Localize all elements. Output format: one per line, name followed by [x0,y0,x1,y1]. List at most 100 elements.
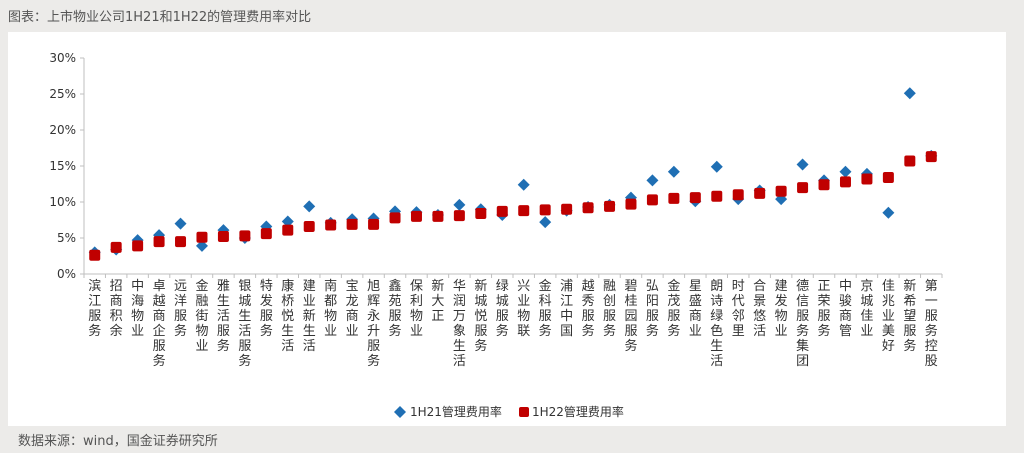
x-category-label-char: 活 [453,354,466,369]
series-1h22-point [453,210,465,222]
x-category-label-char: 务 [238,353,251,369]
chart: 0%5%10%15%20%25%30%滨江服务招商积余中海物业卓越商企服务远洋服… [49,51,943,419]
x-category-label-char: 兆 [882,294,895,309]
x-category-label-char: 越 [582,279,595,294]
x-category-label-char: 务 [389,323,402,339]
x-category-label-char: 京 [860,279,873,294]
x-category-label-char: 活 [281,339,294,354]
x-category-label-char: 物 [410,309,423,324]
series-1h22-point [432,210,444,222]
x-category-label-char: 浦 [560,279,573,294]
x-category-label-char: 服 [474,324,487,339]
x-category-label-char: 务 [174,323,187,339]
chart-panel: 0% 5% 10% 15% 20% 25% 30% 滨江服务招商积余中海物业卓越商企服务远洋服… [8,32,1006,426]
x-category-label-char: 升 [367,324,380,339]
series-1h22-point [797,182,809,194]
x-category-label-char: 望 [903,308,916,324]
x-category-label-char: 卓 [153,279,166,294]
x-category-label-char: 越 [153,294,166,309]
x-category-label-char: 融 [195,294,208,309]
series-1h21-point [646,174,659,187]
x-category-label-char: 万 [453,309,466,324]
x-category-label-char: 服 [903,324,916,339]
x-category-label-char: 绿 [496,279,509,294]
series-1h22-point [132,240,144,252]
x-category-label-char: 建 [303,279,316,294]
x-category-label-char: 中 [839,279,852,294]
x-category-label-char: 时 [732,279,745,294]
x-category-label-char: 服 [582,309,595,324]
legend-1h22-label: 1H22管理费用率 [532,404,624,419]
source-note: 数据来源：wind，国金证券研究所 [18,434,218,449]
x-category-label-char: 银 [238,279,251,294]
x-category-label-char: 兴 [517,279,530,294]
series-1h22-point [604,200,616,212]
series-1h22-point [239,230,251,242]
series-1h22-point [389,212,401,224]
series-1h22-point [282,224,294,236]
x-category-label-char: 南 [324,278,337,294]
x-category-label-char: 服 [667,309,680,324]
x-category-label-char: 服 [603,309,616,324]
series-1h22-point [196,231,208,243]
x-category-label-char: 发 [775,293,788,309]
x-category-label-char: 生 [281,324,294,339]
x-category-label-char: 业 [303,294,316,309]
x-category-label-char: 务 [217,338,230,354]
x-category-label-char: 业 [882,309,895,324]
series-1h22-point [539,204,551,216]
series-1h22-point [89,249,101,261]
x-category-label-char: 园 [624,309,637,324]
series-1h22-point [518,205,530,217]
x-category-label-char: 大 [431,294,444,309]
series-1h22-point [839,176,851,188]
x-category-label-char: 活 [710,354,723,369]
series-1h21-point [903,87,916,100]
x-category-label-char: 服 [217,324,230,339]
x-category-label-char: 活 [238,324,251,339]
series-1h22-point [582,202,594,214]
x-category-label-char: 利 [410,294,423,309]
x-category-label-char: 商 [689,309,702,324]
x-category-label-char: 润 [453,294,466,309]
x-category-label-char: 邻 [732,309,745,324]
x-category-label-char: 国 [560,324,573,339]
x-category-label-char: 景 [753,294,766,309]
x-category-label-char: 新 [431,278,444,294]
x-category-label-char: 服 [367,339,380,354]
x-category-label-char: 务 [88,323,101,339]
x-category-label-char: 康 [281,278,294,294]
x-category-label-char: 商 [839,309,852,324]
x-category-label-char: 朗 [710,279,723,294]
x-category-label-char: 生 [303,324,316,339]
x-category-label-char: 绿 [710,309,723,324]
x-category-label-char: 星 [689,279,702,294]
y-tick-label: 0% [57,267,76,281]
series-1h21-point [195,239,208,252]
x-category-label-char: 业 [860,324,873,339]
series-1h22-point [861,173,873,185]
series-1h21-point [667,165,680,178]
x-category-label-char: 色 [710,323,723,339]
x-category-label-char: 商 [153,309,166,324]
x-category-label-char: 生 [710,339,723,354]
series-1h21-point [839,165,852,178]
x-category-label-char: 茂 [667,294,680,309]
series-1h22-point [732,189,744,201]
x-category-label-char: 金 [539,278,552,294]
x-category-label-char: 团 [796,354,809,369]
x-category-label-char: 好 [882,339,895,354]
x-category-label-char: 江 [88,294,101,309]
x-category-label-char: 城 [238,294,251,309]
x-category-label-char: 业 [410,324,423,339]
x-category-label-char: 鑫 [389,278,402,294]
x-category-label-char: 中 [560,309,573,324]
x-category-label-char: 龙 [346,294,359,309]
x-category-label-char: 融 [603,279,616,294]
series-1h22-point [818,179,830,191]
x-category-label-char: 务 [539,323,552,339]
x-category-label-char: 务 [367,353,380,369]
series-1h22-point [711,190,723,202]
series-1h21-point [453,198,466,211]
series-1h22-point [303,220,315,232]
